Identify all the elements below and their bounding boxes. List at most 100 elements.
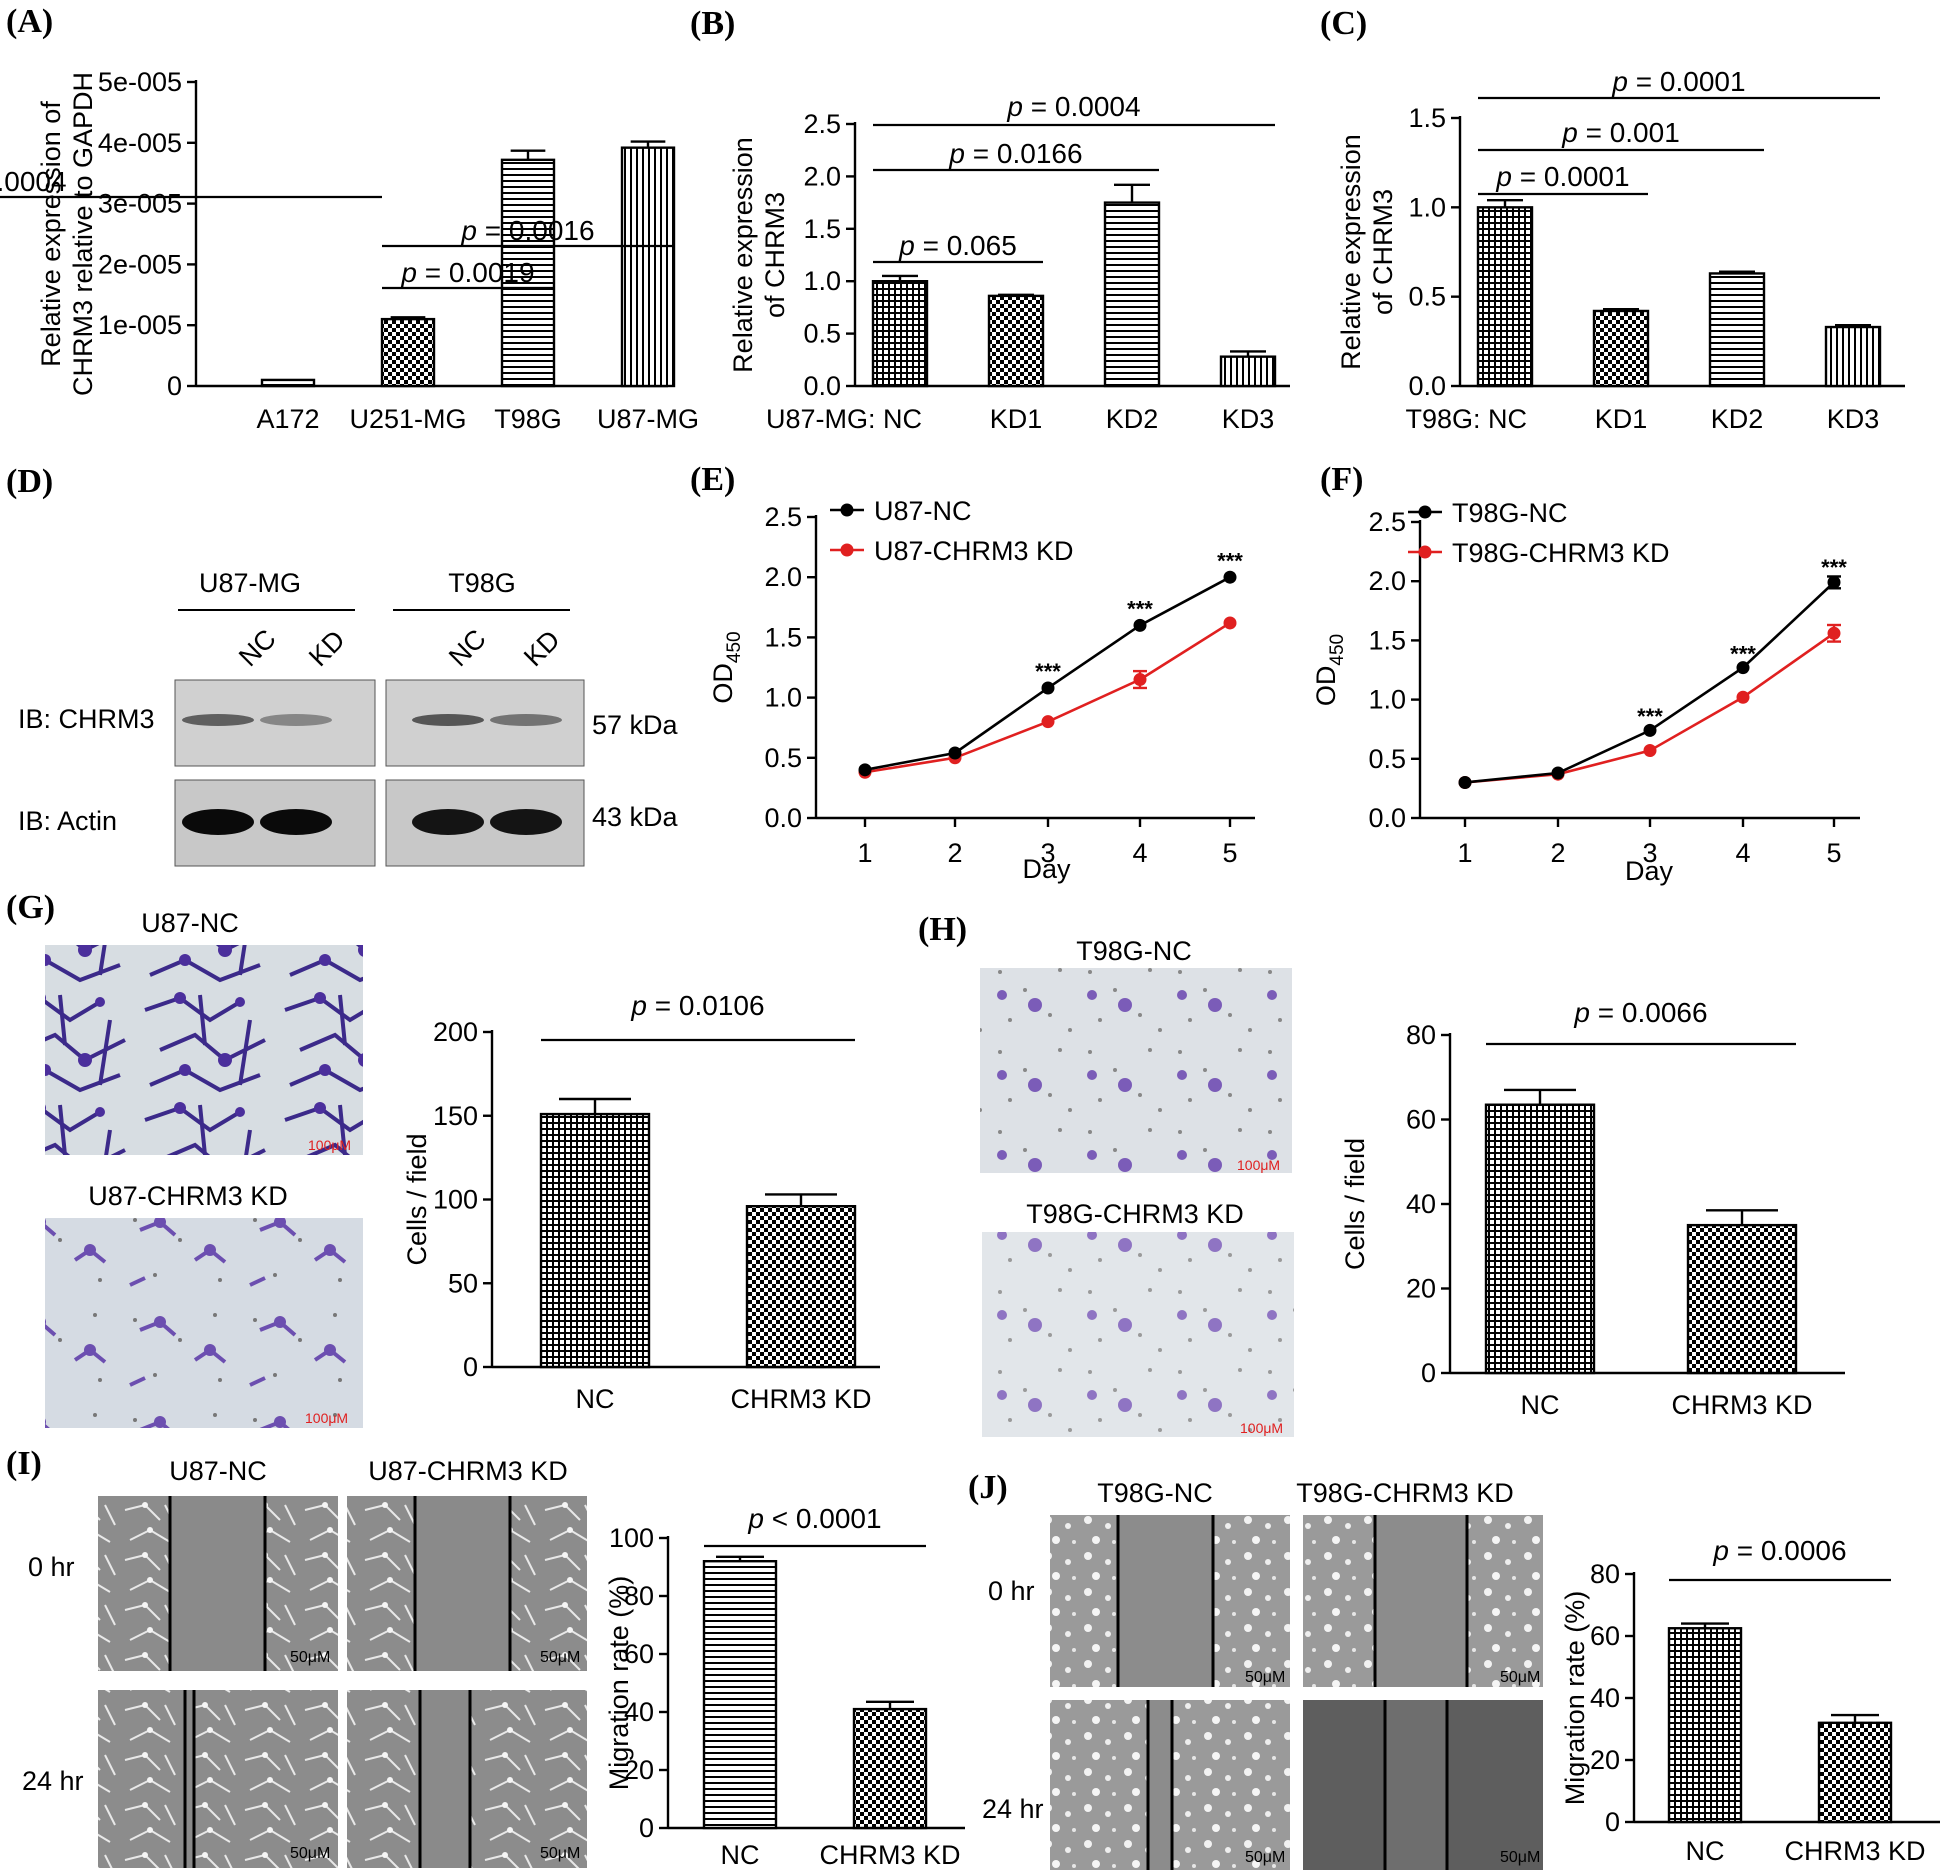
y-tick-label: 2.5 bbox=[764, 502, 802, 532]
x-axis-label: Day bbox=[1625, 856, 1674, 886]
x-tick-label: 4 bbox=[1132, 838, 1147, 868]
scratch-gap bbox=[420, 1690, 470, 1868]
micrographs-h: T98G-NC 100μM T98G-CHRM3 KD 100μM bbox=[980, 936, 1294, 1437]
panel-label-G: (G) bbox=[6, 889, 55, 926]
legend-marker bbox=[1418, 545, 1432, 559]
y-tick-label: 0 bbox=[639, 1813, 654, 1843]
x-tick-label: CHRM3 KD bbox=[1671, 1390, 1812, 1420]
chart-a: 0 1e-005 2e-005 3e-005 4e-005 5e-005 Relative … bbox=[0, 67, 699, 434]
scratch-gap bbox=[1385, 1700, 1447, 1870]
data-point bbox=[1458, 775, 1472, 789]
y-tick-label: 1.5 bbox=[1368, 625, 1406, 655]
y-tick-label: 60 bbox=[1406, 1105, 1436, 1135]
series-line bbox=[864, 621, 1231, 774]
y-tick-label: 2e-005 bbox=[98, 249, 182, 279]
blot-lane-label: NC bbox=[443, 623, 492, 672]
scale-bar-label: 50μM bbox=[290, 1845, 330, 1862]
x-tick-label: U87-MG: NC bbox=[766, 404, 922, 434]
bar bbox=[1592, 309, 1650, 388]
bar bbox=[1667, 1627, 1743, 1824]
y-axis-label: of CHRM3 bbox=[1368, 189, 1398, 315]
bar bbox=[539, 1112, 651, 1369]
x-tick-label: KD3 bbox=[1827, 404, 1880, 434]
blot-row-label: IB: Actin bbox=[18, 806, 117, 836]
p-value-label: p = 0.065 bbox=[898, 230, 1017, 261]
panel-label-C: (C) bbox=[1320, 5, 1367, 42]
data-point bbox=[1736, 661, 1750, 675]
bar bbox=[1817, 1721, 1893, 1824]
x-tick-label: KD2 bbox=[1106, 404, 1159, 434]
scale-bar-label: 100μM bbox=[305, 1410, 348, 1426]
y-tick-label: 0.5 bbox=[1408, 282, 1446, 312]
y-tick-label: 0 bbox=[1421, 1358, 1436, 1388]
p-value-label: p = 0.0019 bbox=[400, 257, 534, 288]
image-row-label: 0 hr bbox=[988, 1576, 1035, 1606]
legend-label: T98G-CHRM3 KD bbox=[1452, 538, 1670, 568]
data-point bbox=[1736, 690, 1750, 704]
bar bbox=[1103, 201, 1161, 388]
y-tick-label: 1.5 bbox=[764, 622, 802, 652]
p-value-label: p = 0.0016 bbox=[460, 215, 594, 246]
y-tick-label: 0.5 bbox=[764, 743, 802, 773]
bar bbox=[1476, 206, 1534, 388]
blot-band bbox=[260, 809, 332, 835]
scratch-gap bbox=[1148, 1700, 1172, 1870]
y-tick-label: 1.5 bbox=[1408, 103, 1446, 133]
image-row-label: 0 hr bbox=[28, 1552, 75, 1582]
data-point bbox=[858, 763, 872, 777]
y-tick-label: 0 bbox=[167, 371, 182, 401]
y-tick-label: 2.0 bbox=[1368, 566, 1406, 596]
y-tick-label: 2.5 bbox=[803, 109, 841, 139]
scale-bar-label: 50μM bbox=[1500, 1849, 1540, 1866]
bar bbox=[1219, 355, 1277, 388]
y-tick-label: 40 bbox=[624, 1697, 654, 1727]
p-value-label: p = 0.001 bbox=[1561, 117, 1680, 148]
y-axis-label: Relative expression of bbox=[36, 101, 66, 367]
image-label: U87-NC bbox=[141, 908, 239, 938]
y-tick-label: 5e-005 bbox=[98, 67, 182, 97]
y-tick-label: 0.0 bbox=[1368, 803, 1406, 833]
legend-label: T98G-NC bbox=[1452, 498, 1568, 528]
blot-band bbox=[260, 714, 332, 726]
x-tick-label: 1 bbox=[1457, 838, 1472, 868]
scratch-images-i: U87-NC U87-CHRM3 KD 0 hr 24 hr 50μM 50μM… bbox=[22, 1456, 587, 1868]
panel-label-D: (D) bbox=[6, 463, 53, 500]
micrograph-u87-nc bbox=[45, 945, 363, 1155]
image-col-label: U87-CHRM3 KD bbox=[368, 1456, 568, 1486]
scratch-gap bbox=[415, 1496, 510, 1671]
image-label: T98G-NC bbox=[1076, 936, 1192, 966]
blot-size-label: 43 kDa bbox=[592, 802, 679, 832]
blot-band bbox=[182, 714, 254, 726]
y-tick-label: 150 bbox=[433, 1101, 478, 1131]
y-tick-label: 0 bbox=[1605, 1807, 1620, 1837]
blot-group-t98g: T98G bbox=[448, 568, 516, 598]
chart-i: 0 20 40 60 80 100 Migration rate (%) NC CHRM3 KD… bbox=[604, 1503, 965, 1870]
blot-row-label: IB: CHRM3 bbox=[18, 704, 155, 734]
significance-stars: *** bbox=[1217, 548, 1243, 573]
y-tick-label: 0 bbox=[463, 1352, 478, 1382]
data-point bbox=[1643, 723, 1657, 737]
y-tick-label: 1.0 bbox=[1368, 685, 1406, 715]
y-axis-label: OD450 bbox=[1311, 634, 1348, 706]
significance-stars: *** bbox=[1821, 555, 1847, 580]
y-tick-label: 2.0 bbox=[803, 161, 841, 191]
panel-label-A: (A) bbox=[6, 3, 53, 40]
bar bbox=[380, 317, 436, 388]
chart-e: 0.0 0.5 1.0 1.5 2.0 2.5 1 2 3 4 5 Day OD450 *** *** ***… bbox=[708, 496, 1255, 884]
scale-bar-label: 100μM bbox=[1240, 1420, 1283, 1436]
x-tick-label: 2 bbox=[947, 838, 962, 868]
image-col-label: T98G-CHRM3 KD bbox=[1296, 1478, 1514, 1508]
panel-label-E: (E) bbox=[690, 461, 735, 498]
blot-lane-label: NC bbox=[233, 623, 282, 672]
y-tick-label: 20 bbox=[1590, 1745, 1620, 1775]
data-point bbox=[1643, 744, 1657, 758]
scale-bar-label: 100μM bbox=[1237, 1157, 1280, 1173]
y-axis-label: OD450 bbox=[708, 631, 745, 703]
x-tick-label: CHRM3 KD bbox=[819, 1840, 960, 1870]
y-tick-label: 1.0 bbox=[1408, 192, 1446, 222]
bar bbox=[1708, 272, 1766, 388]
x-tick-label: 4 bbox=[1735, 838, 1750, 868]
scratch-gap bbox=[170, 1496, 265, 1671]
x-tick-label: KD1 bbox=[990, 404, 1043, 434]
y-tick-label: 0.0 bbox=[803, 371, 841, 401]
